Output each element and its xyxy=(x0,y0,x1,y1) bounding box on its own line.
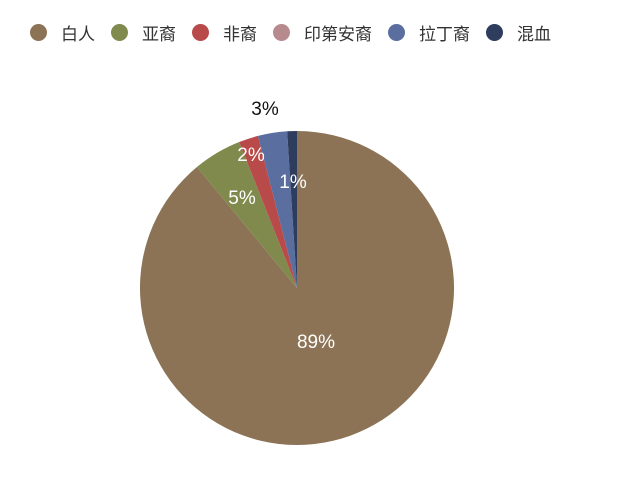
legend-marker xyxy=(388,24,405,41)
legend-item[interactable]: 混血 xyxy=(486,20,551,45)
legend-marker xyxy=(111,24,128,41)
legend-marker xyxy=(273,24,290,41)
legend-marker xyxy=(486,24,503,41)
pie-slice-1[interactable] xyxy=(196,142,297,288)
legend-item[interactable]: 印第安裔 xyxy=(273,20,372,45)
data-label: 1% xyxy=(279,172,307,193)
pie-slice-4[interactable] xyxy=(257,131,297,288)
legend-label: 白人 xyxy=(61,25,95,45)
pie-slice-2[interactable] xyxy=(239,135,297,288)
legend-label: 拉丁裔 xyxy=(419,25,470,45)
legend-label: 非裔 xyxy=(223,25,257,45)
legend-label: 混血 xyxy=(517,25,551,45)
legend-item[interactable]: 亚裔 xyxy=(111,20,176,45)
legend-item[interactable]: 白人 xyxy=(30,20,95,45)
legend-item[interactable]: 非裔 xyxy=(192,20,257,45)
legend-item[interactable]: 拉丁裔 xyxy=(388,20,470,45)
pie-slice-5[interactable] xyxy=(287,131,297,288)
data-label: 5% xyxy=(228,188,256,209)
data-label: 3% xyxy=(251,99,279,120)
legend-label: 亚裔 xyxy=(142,25,176,45)
data-label: 2% xyxy=(237,145,265,166)
legend-label: 印第安裔 xyxy=(304,25,372,45)
legend-marker xyxy=(30,24,47,41)
legend: 白人 亚裔 非裔 印第安裔 拉丁裔 混血 xyxy=(30,20,567,45)
data-label: 89% xyxy=(297,332,335,353)
legend-marker xyxy=(192,24,209,41)
